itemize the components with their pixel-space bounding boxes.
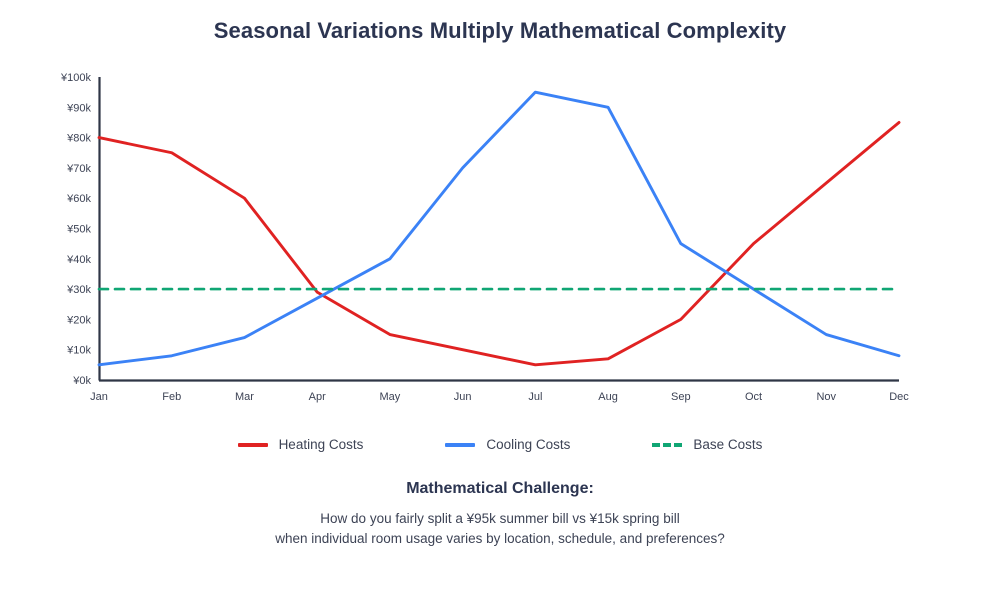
footer-heading: Mathematical Challenge: (406, 480, 594, 497)
x-axis-tick-label: May (380, 391, 401, 403)
y-axis-tick-label: ¥10k (66, 345, 91, 357)
chart-plot-area: ¥0k ¥10k ¥20k ¥30k ¥40k ¥50k ¥60k ¥70k ¥80k ¥90k ¥… (60, 72, 909, 403)
y-axis-tick-label: ¥50k (66, 224, 91, 236)
x-axis-tick-label: Jul (528, 391, 542, 403)
x-axis-tick-label: Nov (816, 391, 836, 403)
x-axis-tick-label: Sep (671, 391, 691, 403)
x-axis-tick-label: Dec (889, 391, 909, 403)
line-chart-svg: ¥0k ¥10k ¥20k ¥30k ¥40k ¥50k ¥60k ¥70k ¥80k ¥90k ¥… (60, 72, 909, 403)
legend-swatch-cooling (445, 442, 476, 447)
y-axis-tick-label: ¥70k (66, 163, 91, 175)
page-title: Seasonal Variations Multiply Mathematica… (213, 18, 787, 43)
legend-item-base[interactable]: Base Costs (652, 437, 762, 452)
y-axis-tick-label: ¥20k (66, 314, 91, 326)
x-axis-tick-label: Jun (454, 391, 472, 403)
y-axis-tick-label: ¥40k (66, 254, 91, 266)
legend-swatch-heating (237, 442, 268, 447)
footer-line-1: How do you fairly split a ¥95k summer bi… (320, 511, 680, 526)
x-axis-tick-label: Apr (309, 391, 326, 403)
x-axis-tick-label: Feb (162, 391, 181, 403)
x-axis-tick-label: Mar (235, 391, 254, 403)
legend-label-base: Base Costs (693, 437, 763, 452)
legend-label-heating: Heating Costs (278, 437, 364, 452)
legend-swatch-base (652, 442, 683, 447)
series-lines (97, 90, 901, 367)
y-axis-tick-label: ¥30k (66, 284, 91, 296)
x-axis-tick-label: Jan (90, 391, 108, 403)
legend-item-cooling[interactable]: Cooling Costs (445, 437, 570, 452)
legend-label-cooling: Cooling Costs (486, 437, 571, 452)
y-axis-tick-label: ¥0k (72, 375, 91, 387)
y-axis-tick-label: ¥90k (66, 102, 91, 114)
footer-note: Mathematical Challenge: How do you fairl… (0, 480, 1000, 549)
y-axis-tick-label: ¥60k (66, 193, 91, 205)
legend-item-heating[interactable]: Heating Costs (237, 437, 364, 452)
x-axis-tick-labels: Jan Feb Mar Apr May Jun Jul Aug Sep Oct Nov Dec (90, 391, 909, 403)
x-axis-tick-label: Aug (598, 391, 618, 403)
footer-line-2: when individual room usage varies by loc… (275, 531, 725, 546)
y-axis-tick-label: ¥100k (60, 72, 91, 84)
x-axis-tick-label: Oct (745, 391, 762, 403)
y-axis-tick-labels: ¥0k ¥10k ¥20k ¥30k ¥40k ¥50k ¥60k ¥70k ¥80k ¥90k ¥… (60, 72, 91, 387)
series-line-heating-costs (97, 120, 901, 367)
y-axis-tick-label: ¥80k (66, 133, 91, 145)
series-line-cooling-costs (97, 90, 901, 367)
chart-legend: Heating Costs Cooling Costs Base Costs (0, 437, 1000, 452)
